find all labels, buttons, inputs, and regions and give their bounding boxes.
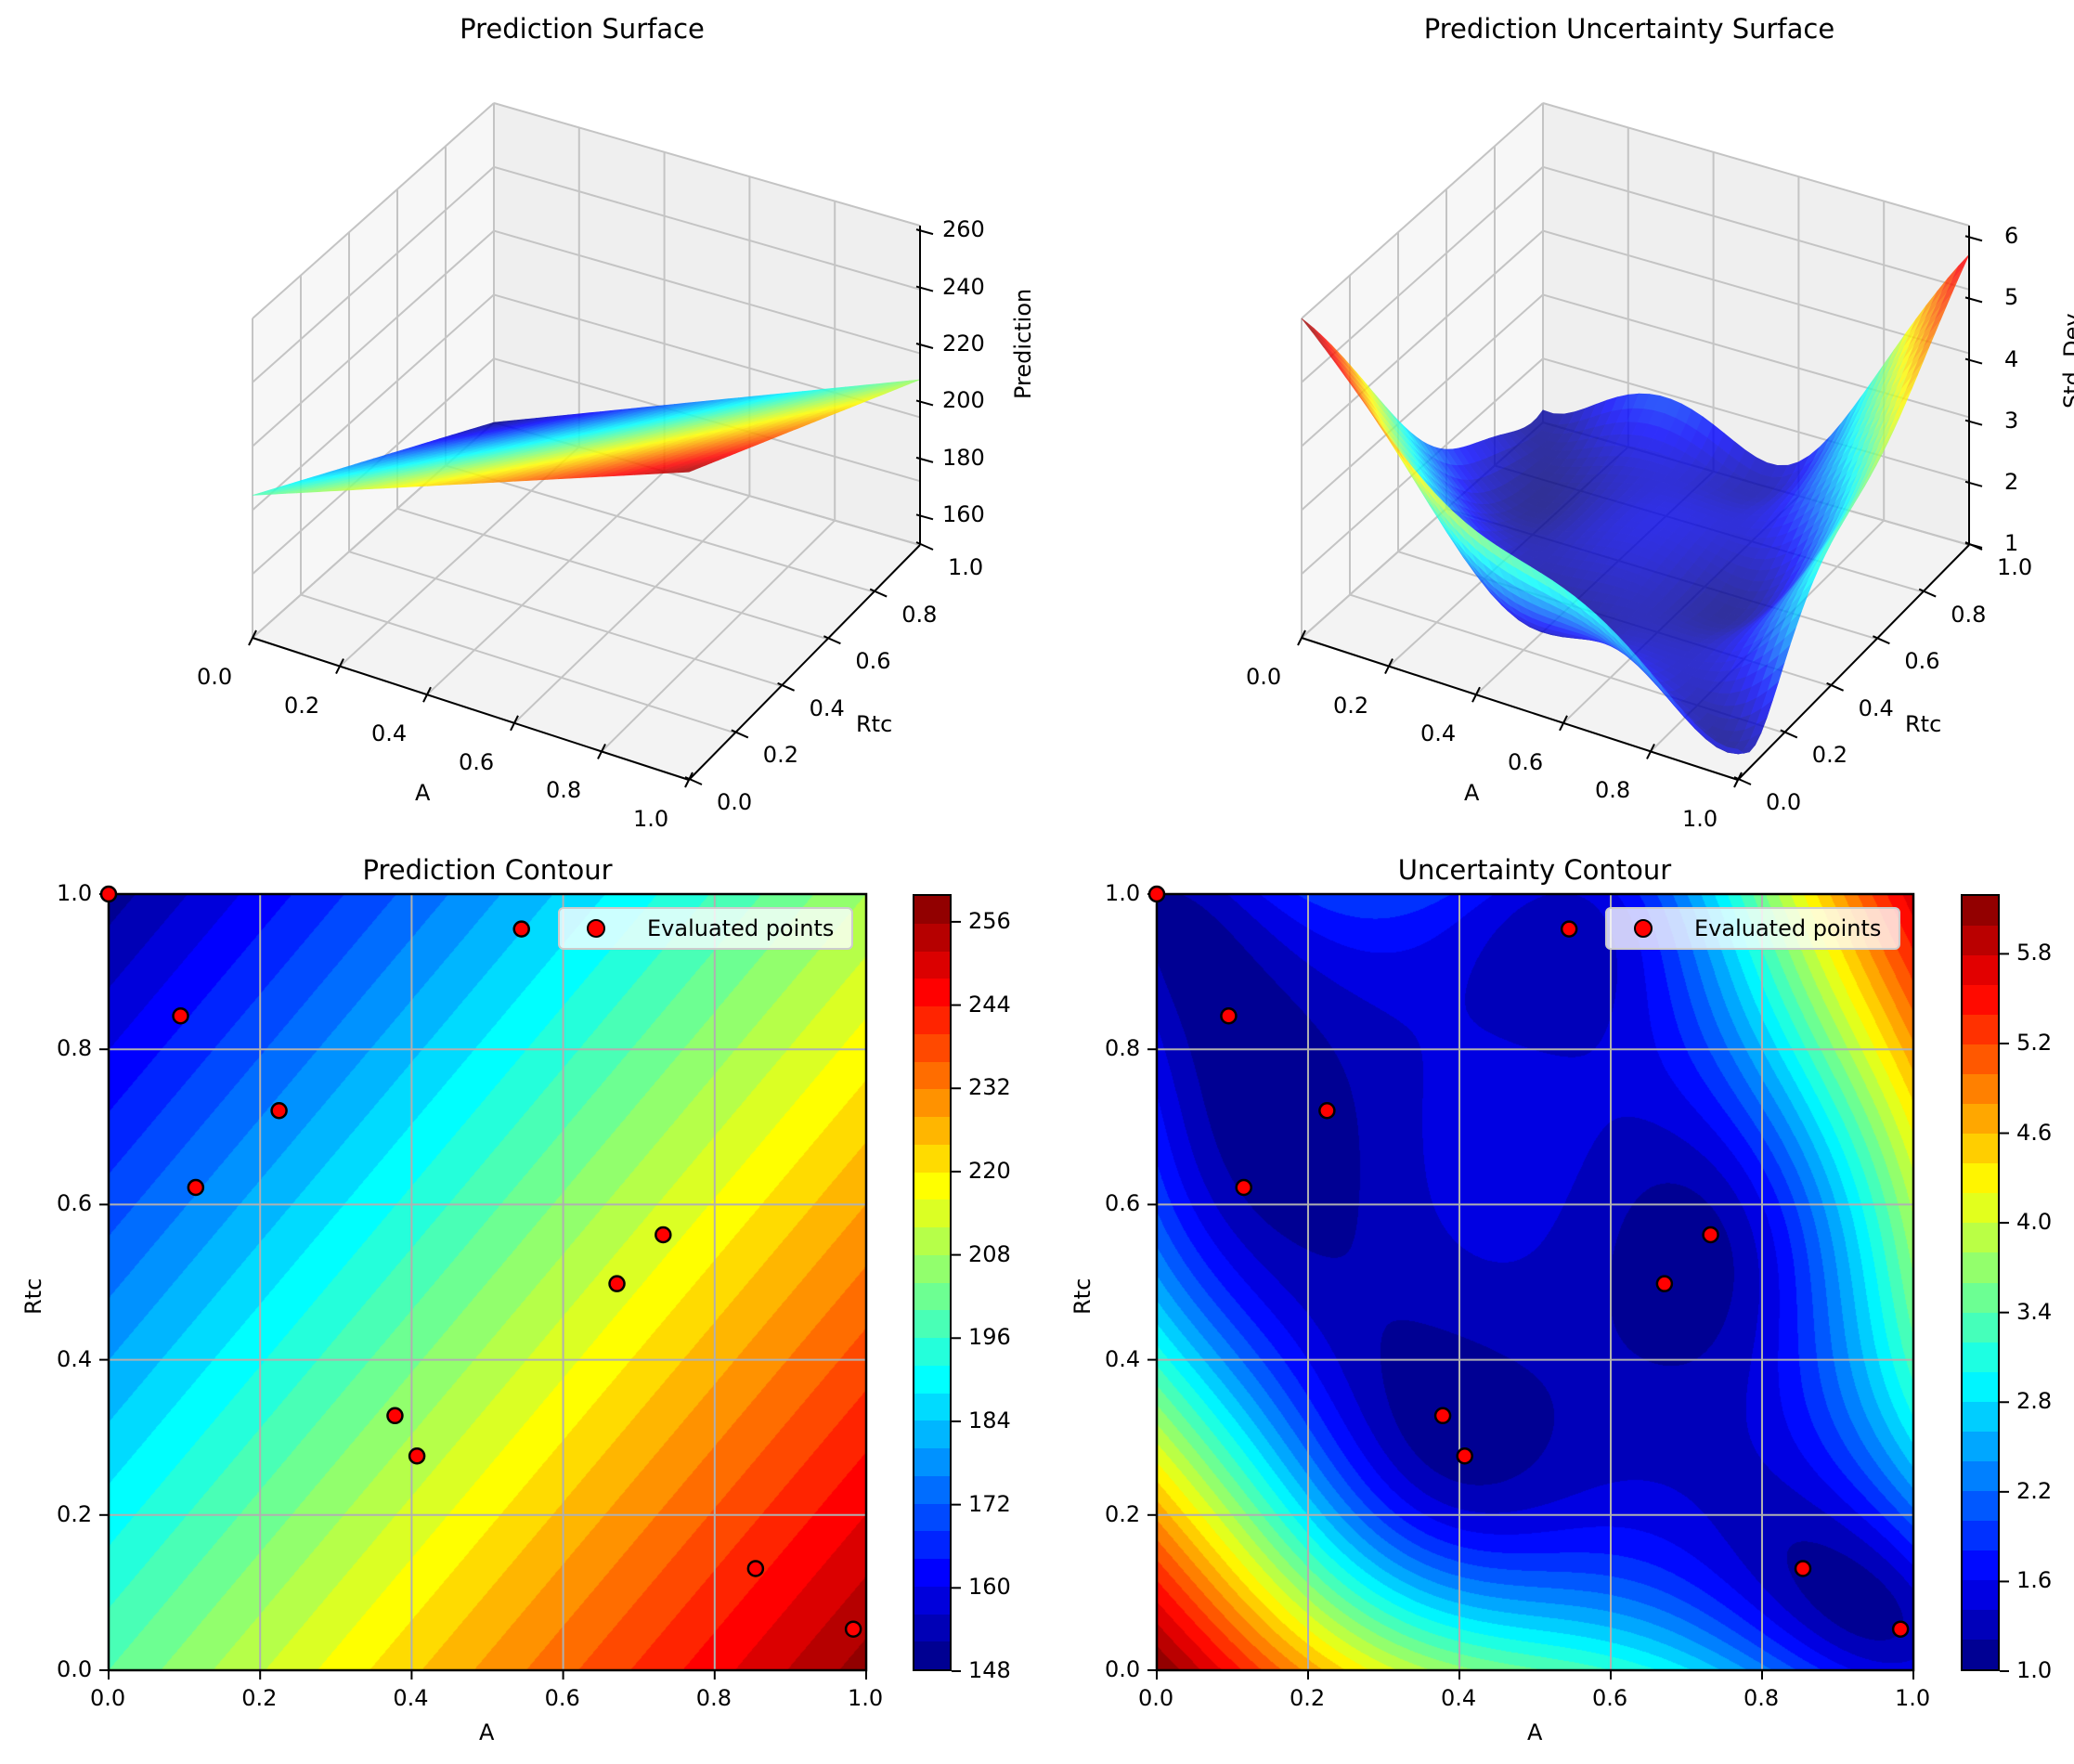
colorbar-level	[1963, 1101, 1998, 1135]
y-tick-label: 0.0	[1105, 1656, 1141, 1682]
evaluated-point	[1456, 1447, 1473, 1465]
colorbar-level	[1963, 1459, 1998, 1491]
colorbar-level	[1963, 1250, 1998, 1283]
evaluated-point	[1318, 1101, 1336, 1120]
grid-line	[493, 102, 921, 227]
colorbar-level	[1963, 1310, 1998, 1342]
grid-line	[513, 495, 751, 724]
colorbar-level	[1963, 1429, 1998, 1461]
y-tick-label: 0.6	[1105, 1190, 1141, 1217]
colorbar-level	[1963, 1071, 1998, 1105]
colorbar-level	[1963, 982, 1998, 1016]
colorbar-level	[1963, 1548, 1998, 1580]
x-axis-label: A	[1527, 1719, 1543, 1745]
evaluated-point	[1433, 1407, 1452, 1425]
colorbar-level	[1963, 1161, 1998, 1194]
colorbar-level	[1963, 1220, 1998, 1253]
evaluated-point	[1655, 1275, 1674, 1292]
y-axis-label: Rtc	[1069, 1278, 1095, 1315]
x-tick-label: 0.0	[1138, 1685, 1174, 1711]
y-tick-label: 0.8	[1105, 1035, 1141, 1062]
grid-line	[493, 165, 921, 291]
colorbar-tick-label: 5.8	[2016, 940, 2053, 966]
legend: Evaluated points	[1605, 907, 1900, 950]
grid-line	[445, 464, 875, 593]
x-tick-label: 0.6	[1592, 1685, 1628, 1711]
evaluated-point	[1891, 1620, 1910, 1638]
colorbar-tick-label: 2.8	[2016, 1388, 2053, 1415]
colorbar-uncertainty	[1961, 894, 2000, 1671]
evaluated-point	[1702, 1226, 1719, 1244]
grid-line	[396, 507, 828, 641]
colorbar-level	[1963, 1190, 1998, 1224]
x-tick-label: 0.2	[1290, 1685, 1326, 1711]
x-tick-label: 0.8	[1743, 1685, 1780, 1711]
legend-marker-evaluated-points	[1634, 919, 1653, 938]
legend-label: Evaluated points	[1694, 915, 1882, 941]
x-tick-label: 1.0	[1895, 1685, 1931, 1711]
colorbar-level	[1963, 1518, 1998, 1550]
colorbar-level	[1963, 1577, 1998, 1610]
colorbar-tick-label: 4.6	[2016, 1119, 2053, 1146]
colorbar-level	[1963, 1488, 1998, 1521]
grid-line	[252, 229, 495, 447]
prediction-surface-3d-plot	[248, 101, 934, 788]
x-tick-label: 0.4	[1441, 1685, 1477, 1711]
plot-frame	[1155, 892, 1915, 1672]
evaluated-point	[1235, 1178, 1252, 1197]
grid-line	[252, 293, 495, 512]
colorbar-level	[1963, 1607, 1998, 1640]
colorbar-level	[1963, 1131, 1998, 1164]
grid-line	[426, 471, 666, 695]
colorbar-level	[1963, 1280, 1998, 1313]
colorbar-level	[1963, 1637, 1998, 1669]
colorbar-level	[1963, 1042, 1998, 1075]
evaluated-point	[1147, 885, 1166, 903]
colorbar-level	[1963, 1399, 1998, 1432]
evaluated-point	[1794, 1560, 1812, 1577]
y-tick-label: 0.2	[1105, 1500, 1141, 1527]
colorbar-tick-label: 3.4	[2016, 1298, 2053, 1325]
grid-line	[348, 551, 782, 687]
colorbar-level	[1963, 953, 1998, 986]
grid-line	[601, 519, 836, 753]
evaluated-point	[1220, 1007, 1238, 1025]
grid-line	[252, 166, 495, 383]
y-tick-label: 0.4	[1105, 1345, 1141, 1372]
colorbar-tick-label: 4.0	[2016, 1209, 2053, 1236]
colorbar-tick-label: 1.0	[2016, 1657, 2053, 1683]
colorbar-level	[1963, 1340, 1998, 1372]
colorbar-tick-label: 5.2	[2016, 1029, 2053, 1056]
surface	[252, 379, 921, 496]
y-tick-label: 1.0	[1105, 880, 1141, 906]
colorbar-level	[1963, 1012, 1998, 1045]
colorbar-level	[1963, 923, 1998, 956]
chart-title-prediction-surface: Prediction Surface	[460, 13, 705, 45]
grid-line	[252, 102, 495, 319]
colorbar-tick-label: 2.2	[2016, 1477, 2053, 1504]
grid-line	[493, 229, 921, 355]
colorbar-level	[1963, 896, 1998, 927]
grid-line	[339, 446, 580, 668]
colorbar-level	[1963, 1369, 1998, 1402]
evaluated-point	[1560, 920, 1578, 938]
grid-line	[300, 593, 736, 734]
colorbar-tick-label: 1.6	[2016, 1567, 2053, 1594]
